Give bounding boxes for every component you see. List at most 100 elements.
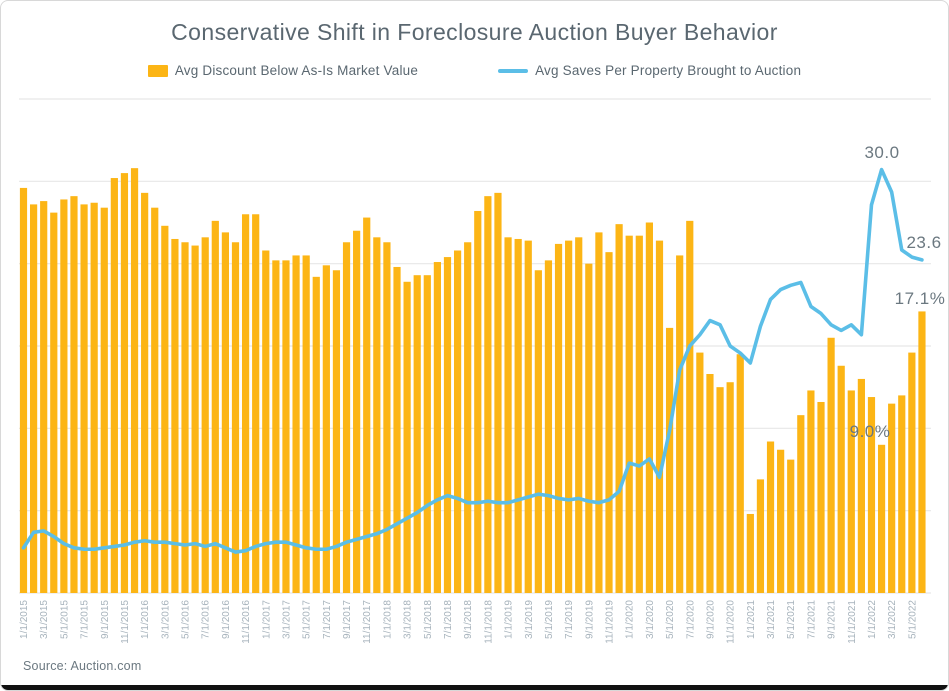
- discount-bar: [857, 378, 865, 593]
- x-axis-label: 3/1/2022: [887, 600, 898, 639]
- discount-bar: [19, 187, 28, 594]
- x-axis-label: 9/1/2015: [100, 600, 111, 639]
- discount-bar: [312, 276, 320, 593]
- discount-bar: [544, 260, 553, 593]
- discount-bar: [120, 173, 129, 593]
- x-axis-label: 5/1/2016: [181, 600, 192, 639]
- discount-bar: [363, 217, 371, 593]
- legend-item-discount: Avg Discount Below As-Is Market Value: [147, 63, 419, 78]
- discount-bar: [534, 270, 542, 593]
- x-axis-label: 5/1/2015: [59, 600, 70, 639]
- x-axis-label: 5/1/2018: [423, 600, 434, 639]
- discount-bar: [837, 365, 845, 593]
- discount-bar: [211, 220, 219, 593]
- discount-bar: [575, 237, 583, 593]
- discount-bar: [191, 245, 199, 593]
- discount-bar: [898, 395, 906, 593]
- x-axis-label: 5/1/2021: [786, 600, 797, 639]
- discount-bar: [635, 235, 643, 593]
- x-axis-label: 5/1/2019: [544, 600, 555, 639]
- x-axis-label: 7/1/2018: [443, 600, 454, 639]
- x-axis-label: 9/1/2016: [221, 600, 232, 639]
- discount-bar: [282, 260, 290, 593]
- x-axis-label: 1/1/2018: [382, 600, 393, 639]
- discount-bar: [615, 224, 623, 593]
- discount-bar: [100, 207, 108, 593]
- x-axis-label: 5/1/2017: [302, 600, 313, 639]
- x-axis-label: 9/1/2019: [584, 600, 595, 639]
- discount-bar: [807, 390, 815, 593]
- annotations: 30.0 23.6 17.1% 9.0%: [850, 143, 945, 441]
- annotation-label: 30.0: [864, 143, 899, 162]
- legend-swatch-bar: [147, 64, 168, 77]
- discount-bar: [554, 243, 563, 593]
- discount-bar: [686, 220, 694, 593]
- discount-bar: [90, 202, 98, 594]
- discount-bar: [918, 311, 926, 593]
- x-axis-label: 5/1/2022: [907, 600, 918, 639]
- discount-bar: [847, 390, 855, 593]
- discount-bar: [494, 192, 502, 594]
- x-axis-label: 9/1/2017: [342, 600, 353, 639]
- x-axis-label: 7/1/2020: [685, 600, 696, 639]
- x-axis-label: 11/1/2015: [120, 600, 131, 644]
- discount-bar: [625, 235, 633, 593]
- discount-bar: [474, 210, 482, 593]
- legend: Avg Discount Below As-Is Market Value Av…: [1, 63, 948, 78]
- discount-bar: [342, 242, 351, 593]
- x-axis-label: 1/1/2021: [746, 600, 757, 639]
- discount-bar: [716, 387, 724, 593]
- x-axis-label: 11/1/2018: [483, 600, 494, 644]
- discount-bar: [756, 479, 765, 593]
- discount-bar: [655, 240, 664, 593]
- discount-bar: [433, 262, 441, 593]
- legend-swatch-line: [498, 68, 529, 73]
- page-title: Conservative Shift in Foreclosure Auctio…: [171, 19, 778, 45]
- discount-bar: [726, 382, 734, 593]
- discount-bar: [231, 242, 240, 593]
- discount-bar: [777, 449, 785, 593]
- discount-bar: [252, 214, 260, 593]
- legend-item-saves: Avg Saves Per Property Brought to Auctio…: [498, 63, 801, 78]
- discount-bar: [877, 444, 886, 593]
- discount-bar: [867, 397, 876, 593]
- discount-bar: [29, 204, 38, 594]
- x-axis-label: 1/1/2016: [140, 600, 151, 639]
- discount-bar: [60, 199, 68, 594]
- x-axis-label: 3/1/2021: [766, 600, 777, 639]
- x-axis-label: 11/1/2017: [362, 600, 373, 644]
- discount-bar: [645, 222, 653, 593]
- x-axis-label: 1/1/2020: [625, 600, 636, 639]
- saves-line: [21, 167, 924, 554]
- discount-bar: [383, 242, 391, 593]
- discount-bar: [181, 242, 189, 593]
- discount-bar: [332, 270, 341, 593]
- discount-bar: [676, 255, 684, 593]
- x-axis-label: 9/1/2021: [827, 600, 838, 639]
- discount-bar: [514, 238, 522, 593]
- discount-bar: [696, 352, 704, 593]
- x-axis-label: 7/1/2017: [322, 600, 333, 639]
- x-axis-label: 7/1/2019: [564, 600, 575, 639]
- x-axis-label: 3/1/2019: [524, 600, 535, 639]
- discount-bar: [161, 225, 169, 593]
- x-axis-label: 9/1/2018: [463, 600, 474, 639]
- discount-bar: [817, 401, 825, 593]
- x-axis-label: 3/1/2018: [403, 600, 414, 639]
- discount-bar: [241, 214, 250, 593]
- discount-bar: [413, 275, 421, 593]
- legend-label-discount: Avg Discount Below As-Is Market Value: [174, 63, 419, 78]
- discount-bar: [201, 237, 209, 593]
- discount-bar: [565, 240, 573, 593]
- discount-bar: [484, 196, 492, 594]
- discount-bar: [130, 168, 139, 593]
- discount-bar: [373, 237, 381, 593]
- annotation-label: 9.0%: [850, 422, 891, 441]
- discount-bar: [393, 266, 401, 593]
- source-note: Source: Auction.com: [23, 659, 142, 673]
- x-axis-label: 7/1/2015: [80, 600, 91, 639]
- x-axis-label: 1/1/2022: [867, 600, 878, 639]
- bar-series-discount: [19, 168, 926, 594]
- discount-bar: [504, 237, 512, 593]
